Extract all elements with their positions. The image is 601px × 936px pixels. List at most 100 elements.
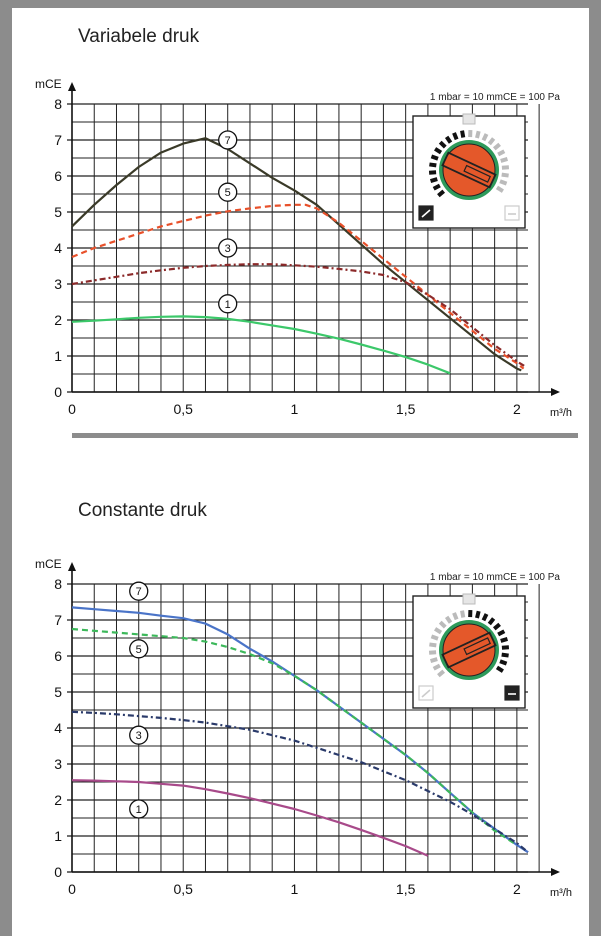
series-label-3: 3	[136, 730, 142, 742]
dial-scale-tick	[444, 615, 453, 624]
dial-scale-tick	[499, 179, 508, 186]
x-axis-label: m³/h	[550, 407, 572, 419]
series-marker-1	[129, 799, 149, 819]
series-marker-1	[218, 294, 238, 314]
divider	[72, 433, 578, 438]
series-label-7: 7	[225, 135, 231, 147]
y-tick-label: 1	[54, 348, 62, 364]
y-tick-label: 3	[54, 756, 62, 772]
chart-title-variable: Variabele druk	[78, 26, 200, 47]
dial-scale-tick	[429, 657, 438, 663]
dial-scale-tick	[487, 137, 496, 146]
constant-mode-icon	[504, 205, 520, 221]
variable-mode-icon	[418, 205, 434, 221]
dial-scale-tick	[444, 135, 453, 144]
series-label-1: 1	[136, 804, 142, 816]
series-label-5: 5	[136, 644, 142, 656]
series-label-3: 3	[225, 243, 231, 255]
series-line-5	[71, 203, 525, 370]
y-axis-arrow-icon	[68, 562, 76, 571]
series-line-1	[71, 779, 429, 857]
dial-scale-tick	[497, 149, 506, 157]
series-line-5	[71, 627, 518, 846]
dial-scale-tick	[429, 162, 437, 168]
chart-variable-pressure: 0 1 2 3 4 5 6 7 8 0 0,5 1 1,5 2 mCE m³/h 1 mbar = 10 mmC…	[35, 77, 572, 419]
dial-scale-tick	[499, 659, 508, 666]
x-axis-arrow-icon	[551, 388, 560, 396]
series-marker-7	[218, 130, 238, 150]
dial-scale-tick	[429, 177, 438, 183]
dial-scale-tick	[438, 140, 447, 149]
dial-scale-tick	[434, 147, 443, 155]
pump-dial-icon	[412, 593, 526, 709]
pump-dial-icon	[412, 113, 526, 229]
dial-slot-inner	[463, 164, 492, 183]
y-tick-label: 0	[54, 384, 62, 400]
dial-scale-tick	[492, 622, 501, 631]
constant-mode-box	[504, 205, 520, 221]
y-tick-label: 3	[54, 276, 62, 292]
dial-scale-tick	[429, 642, 437, 648]
constant-mode-icon	[504, 685, 520, 701]
dial-scale-tick	[438, 620, 447, 629]
unit-conversion-note: 1 mbar = 10 mmCE = 100 Pa	[430, 92, 561, 103]
dial-scale-tick	[432, 183, 441, 191]
dial-scale-tick	[487, 617, 496, 626]
x-axis-label: m³/h	[550, 887, 572, 899]
mode-top-icon	[462, 593, 476, 605]
y-tick-label: 7	[54, 132, 62, 148]
variable-mode-glyph	[421, 689, 431, 698]
series-line-1	[71, 315, 451, 375]
dial-scale-tick	[452, 612, 459, 621]
dial-slot	[441, 631, 497, 669]
dial-scale-tick	[492, 142, 501, 151]
chart-constant-pressure: 0 1 2 3 4 5 6 7 8 0 0,5 1 1,5 2 mCE m³/h 1 mbar = 10 mmC…	[35, 557, 572, 899]
series-line-7	[71, 137, 522, 372]
y-tick-label: 5	[54, 684, 62, 700]
dial-slot	[441, 151, 497, 189]
x-tick-label: 1	[291, 881, 299, 897]
y-axis-label: mCE	[35, 557, 62, 571]
y-tick-label: 1	[54, 828, 62, 844]
series-marker-5	[218, 182, 238, 202]
dial-scale-tick	[430, 154, 439, 161]
dial-scale-tick	[460, 130, 466, 138]
dial-scale-tick	[430, 634, 439, 641]
dial-scale-tick	[481, 133, 489, 142]
y-tick-label: 2	[54, 792, 62, 808]
x-tick-label: 0	[68, 881, 76, 897]
y-tick-label: 6	[54, 168, 62, 184]
y-tick-label: 8	[54, 576, 62, 592]
dial-scale-tick	[437, 669, 446, 678]
dial-scale-tick	[452, 132, 459, 141]
y-axis-label: mCE	[35, 77, 62, 91]
y-axis-arrow-icon	[68, 82, 76, 91]
series-label-5: 5	[225, 187, 231, 199]
series-marker-3	[129, 725, 149, 745]
series-marker-7	[129, 581, 149, 601]
y-tick-label: 4	[54, 240, 62, 256]
y-tick-label: 5	[54, 204, 62, 220]
x-tick-label: 2	[513, 881, 521, 897]
constant-mode-box	[504, 685, 520, 701]
variable-mode-glyph	[421, 209, 431, 218]
y-tick-label: 6	[54, 648, 62, 664]
dial-scale-tick	[434, 627, 443, 635]
y-tick-label: 0	[54, 864, 62, 880]
dial-scale-tick	[501, 652, 509, 658]
x-tick-label: 1	[291, 401, 299, 417]
dial-scale-tick	[501, 172, 509, 178]
series-line-3	[71, 263, 527, 368]
unit-conversion-note: 1 mbar = 10 mmCE = 100 Pa	[430, 572, 561, 583]
x-tick-label: 0,5	[173, 881, 193, 897]
series-label-1: 1	[225, 299, 231, 311]
dial-scale-tick	[500, 637, 509, 643]
chart-title-constant: Constante druk	[78, 500, 207, 521]
dial-scale-tick	[437, 189, 446, 198]
dial-scale-tick	[497, 629, 506, 637]
x-tick-label: 0,5	[173, 401, 193, 417]
dial-scale-tick	[495, 185, 504, 193]
x-tick-label: 1,5	[396, 401, 416, 417]
dial-scale-tick	[495, 665, 504, 673]
